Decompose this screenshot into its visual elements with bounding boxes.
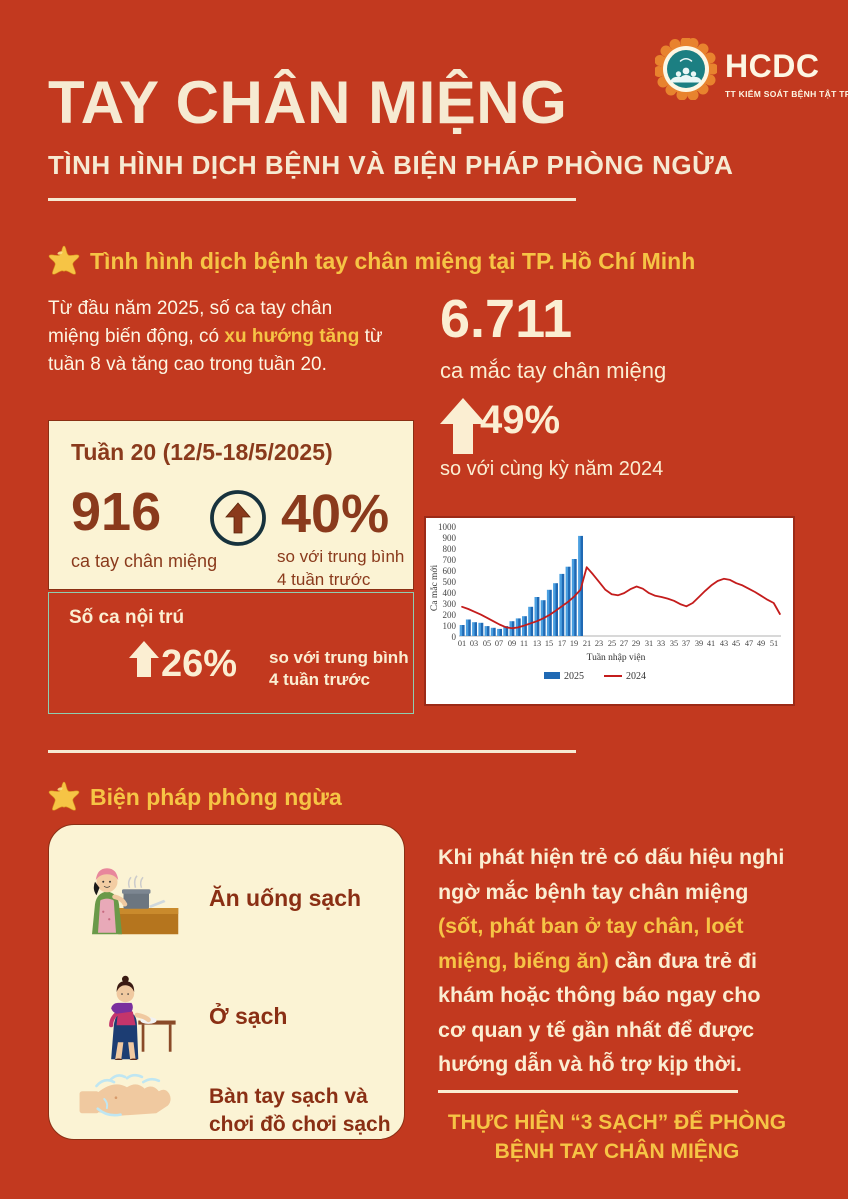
svg-text:2025: 2025	[564, 671, 584, 682]
svg-text:33: 33	[657, 639, 665, 648]
svg-text:51: 51	[770, 639, 778, 648]
svg-text:21: 21	[583, 639, 591, 648]
svg-text:15: 15	[545, 639, 553, 648]
svg-text:41: 41	[707, 639, 715, 648]
svg-text:03: 03	[470, 639, 478, 648]
svg-text:0: 0	[452, 632, 457, 642]
svg-text:05: 05	[483, 639, 491, 648]
svg-text:37: 37	[682, 639, 690, 648]
svg-text:29: 29	[632, 639, 640, 648]
svg-text:700: 700	[443, 555, 457, 565]
svg-text:100: 100	[443, 621, 457, 631]
svg-text:23: 23	[595, 639, 603, 648]
svg-text:1000: 1000	[438, 522, 457, 532]
svg-text:Tuần nhập viện: Tuần nhập viện	[587, 652, 646, 663]
svg-text:300: 300	[443, 599, 457, 609]
svg-text:09: 09	[508, 639, 516, 648]
svg-text:07: 07	[495, 639, 503, 648]
svg-text:01: 01	[458, 639, 466, 648]
svg-text:25: 25	[608, 639, 616, 648]
svg-text:43: 43	[720, 639, 728, 648]
svg-text:45: 45	[732, 639, 740, 648]
svg-text:13: 13	[533, 639, 541, 648]
svg-text:400: 400	[443, 588, 457, 598]
svg-text:39: 39	[695, 639, 703, 648]
svg-text:31: 31	[645, 639, 653, 648]
svg-text:800: 800	[443, 544, 457, 554]
svg-text:19: 19	[570, 639, 578, 648]
svg-text:900: 900	[443, 533, 457, 543]
svg-text:35: 35	[670, 639, 678, 648]
svg-text:11: 11	[520, 639, 528, 648]
svg-text:47: 47	[745, 639, 753, 648]
svg-text:2024: 2024	[626, 671, 646, 682]
svg-text:200: 200	[443, 610, 457, 620]
svg-text:Ca mắc mới: Ca mắc mới	[429, 565, 440, 612]
svg-text:600: 600	[443, 566, 457, 576]
svg-text:49: 49	[757, 639, 765, 648]
svg-text:27: 27	[620, 639, 628, 648]
svg-text:17: 17	[558, 639, 566, 648]
svg-text:500: 500	[443, 577, 457, 587]
